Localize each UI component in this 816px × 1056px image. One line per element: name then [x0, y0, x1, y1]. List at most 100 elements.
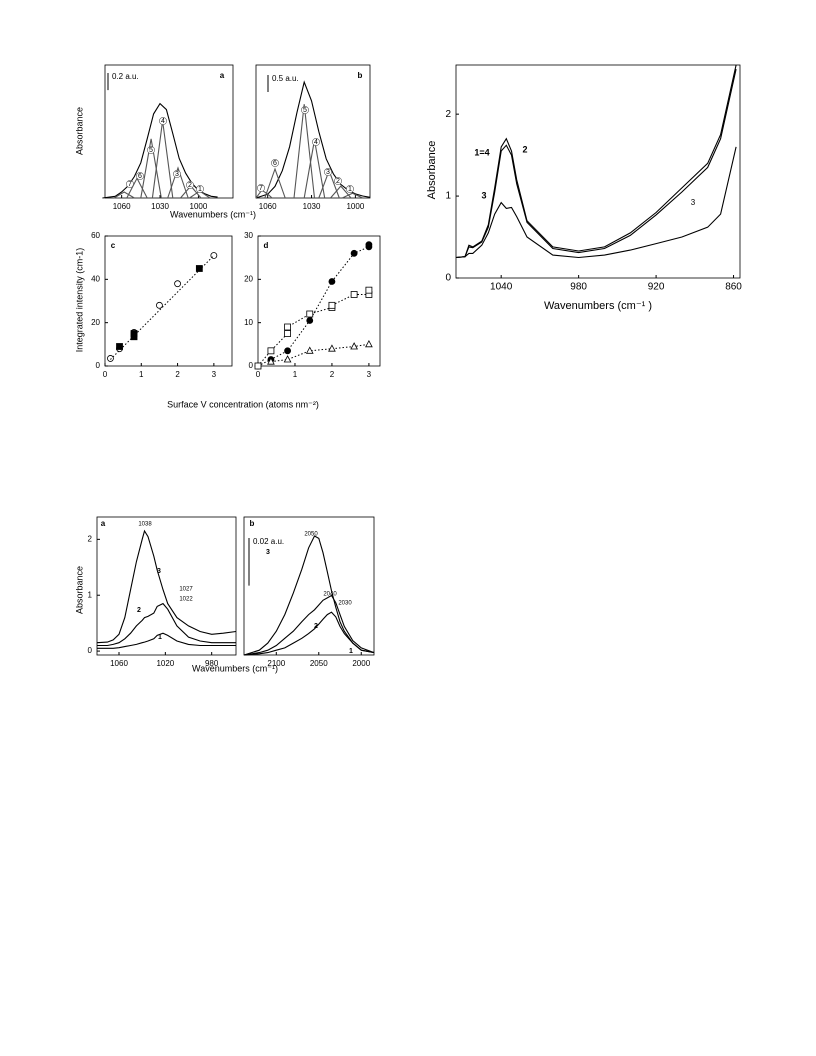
- scale-bar-label: 0.02 a.u.: [253, 537, 284, 546]
- series-label: 1=4: [474, 147, 489, 157]
- annotation: 1038: [138, 522, 152, 528]
- point: [267, 357, 275, 365]
- x-tick-label: 3: [367, 370, 372, 379]
- point: [306, 317, 314, 324]
- series-label: 2: [522, 144, 527, 154]
- panel: 1060 1030 1000 a Wavenumbers (cm⁻¹) Absorbanc…: [74, 64, 256, 219]
- trend-line: [257, 290, 370, 367]
- point: [328, 278, 336, 285]
- y-tick-label: 1: [88, 590, 93, 599]
- point: [284, 347, 291, 355]
- x-tick-label: 1040: [490, 282, 513, 293]
- spectrum-line: [341, 192, 363, 199]
- spectrum-line: [243, 594, 375, 656]
- y-tick-label: 30: [244, 231, 253, 240]
- y-tick-label: 20: [244, 274, 253, 283]
- y-tick-label: 2: [88, 534, 93, 543]
- panel-letter: b: [250, 519, 255, 528]
- y-tick-label: 2: [445, 109, 451, 120]
- y-tick-label: 60: [91, 231, 100, 240]
- point: [328, 301, 336, 309]
- label-circle: [301, 106, 309, 114]
- y-tick-label: 1: [445, 191, 451, 202]
- point: [365, 286, 373, 294]
- point: [328, 344, 336, 352]
- point: [254, 362, 262, 370]
- series-label: 4: [314, 139, 318, 146]
- x-tick-label: 1030: [151, 202, 169, 211]
- x-tick-label: 980: [205, 659, 219, 668]
- series-label: 3: [481, 190, 486, 200]
- x-tick-label: 3: [212, 370, 217, 379]
- series-label: 2: [188, 182, 192, 189]
- y-axis-label: Absorbance: [426, 141, 438, 200]
- series-label: 3: [266, 549, 270, 556]
- series-label: 3: [326, 169, 330, 176]
- point: [365, 241, 373, 249]
- series-label: 1: [348, 186, 352, 193]
- y-axis-label: Absorbance: [74, 107, 84, 155]
- x-axis-label: Surface V concentration (atoms nm⁻²): [167, 399, 319, 409]
- point: [350, 249, 358, 257]
- spectrum-line: [151, 120, 174, 199]
- x-axis-label: Wavenumbers (cm⁻¹): [170, 209, 256, 219]
- spectrum-line: [102, 102, 218, 199]
- trend-line: [270, 343, 369, 363]
- spectrum-line: [455, 68, 737, 259]
- y-tick-label: 10: [244, 318, 253, 327]
- panel-letter: d: [264, 241, 269, 250]
- panel: 1040 980 920 860 0 1 2 Wavenumbers (cm⁻¹ ) Absor…: [426, 64, 742, 312]
- series-label: 7: [259, 185, 263, 192]
- point: [174, 280, 181, 288]
- point: [284, 330, 291, 337]
- x-tick-label: 1020: [156, 659, 174, 668]
- x-tick-label: 2: [330, 370, 335, 379]
- spectrum-line: [243, 535, 375, 656]
- panel-letter: c: [111, 241, 116, 250]
- y-tick-label: 40: [91, 274, 100, 283]
- series-label: 6: [273, 160, 277, 167]
- label-circle: [324, 168, 332, 176]
- series-label: 3: [175, 171, 179, 178]
- point: [116, 343, 123, 350]
- label-circle: [186, 181, 194, 189]
- x-tick-label: 1000: [346, 202, 364, 211]
- panel-letter: b: [358, 71, 363, 80]
- point: [305, 346, 314, 354]
- point: [130, 330, 138, 337]
- label-circle: [147, 146, 155, 154]
- x-tick-label: 0: [103, 370, 108, 379]
- spectrum-line: [96, 529, 237, 644]
- scale-bar-label: 0.5 a.u.: [272, 74, 299, 83]
- x-axis-label: Wavenumbers (cm⁻¹): [192, 663, 278, 673]
- x-tick-label: 2100: [267, 659, 285, 668]
- x-tick-label: 2000: [352, 659, 370, 668]
- x-tick-label: 1060: [259, 202, 277, 211]
- plot-frame: [243, 516, 375, 656]
- point: [195, 265, 203, 272]
- series-label: 1: [349, 648, 353, 655]
- series-label: 7: [128, 181, 132, 188]
- spectrum-line: [293, 104, 316, 199]
- y-axis-label: Integrated intensity (cm-1): [74, 248, 84, 353]
- x-tick-label: 2: [175, 370, 180, 379]
- x-tick-label: 1060: [110, 659, 128, 668]
- scale-bar-label: 0.2 a.u.: [112, 72, 139, 81]
- label-circle: [346, 185, 354, 193]
- spectrum-line: [455, 64, 737, 259]
- point: [350, 291, 358, 298]
- x-tick-label: 1030: [303, 202, 321, 211]
- spectrum-line: [97, 602, 236, 647]
- point: [306, 310, 314, 318]
- label-circle: [257, 184, 265, 192]
- y-tick-label: 0: [445, 273, 451, 284]
- x-tick-label: 2050: [310, 659, 328, 668]
- plot-frame: [257, 235, 381, 367]
- annotation: 1027: [179, 587, 193, 593]
- x-tick-label: 980: [570, 282, 587, 293]
- series-label: 5: [149, 147, 153, 154]
